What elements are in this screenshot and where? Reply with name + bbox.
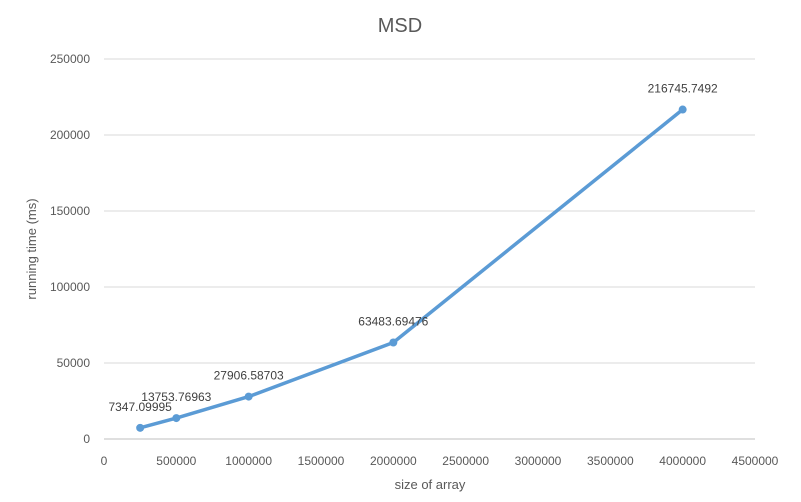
y-tick-label: 100000 xyxy=(50,280,90,294)
y-axis-label: running time (ms) xyxy=(24,198,39,299)
y-axis-ticks: 0 50000 100000 150000 200000 250000 xyxy=(50,52,90,446)
x-tick-label: 4000000 xyxy=(659,454,706,468)
x-axis-label: size of array xyxy=(395,477,466,492)
x-axis-ticks: 0 500000 1000000 1500000 2000000 2500000 30000… xyxy=(101,454,779,468)
series-group xyxy=(136,105,687,432)
x-tick-label: 1500000 xyxy=(298,454,345,468)
x-tick-label: 500000 xyxy=(156,454,196,468)
x-tick-label: 3000000 xyxy=(515,454,562,468)
x-tick-label: 2000000 xyxy=(370,454,417,468)
x-tick-label: 2500000 xyxy=(442,454,489,468)
x-tick-label: 0 xyxy=(101,454,108,468)
y-tick-label: 200000 xyxy=(50,128,90,142)
data-point xyxy=(172,414,181,423)
data-point xyxy=(136,423,145,432)
data-label: 27906.58703 xyxy=(214,369,284,383)
x-tick-label: 4500000 xyxy=(732,454,779,468)
data-label: 7347.09995 xyxy=(108,400,172,414)
data-point xyxy=(244,392,253,401)
y-tick-label: 50000 xyxy=(57,356,91,370)
y-tick-label: 250000 xyxy=(50,52,90,66)
data-label: 216745.7492 xyxy=(648,82,718,96)
gridlines xyxy=(104,58,755,440)
data-point xyxy=(678,105,687,114)
x-tick-label: 3500000 xyxy=(587,454,634,468)
data-label: 63483.69476 xyxy=(358,315,428,329)
y-tick-label: 0 xyxy=(83,432,90,446)
x-tick-label: 1000000 xyxy=(225,454,272,468)
data-point xyxy=(389,338,398,347)
data-label: 13753.76963 xyxy=(141,390,211,404)
y-tick-label: 150000 xyxy=(50,204,90,218)
chart-title: MSD xyxy=(378,15,422,37)
